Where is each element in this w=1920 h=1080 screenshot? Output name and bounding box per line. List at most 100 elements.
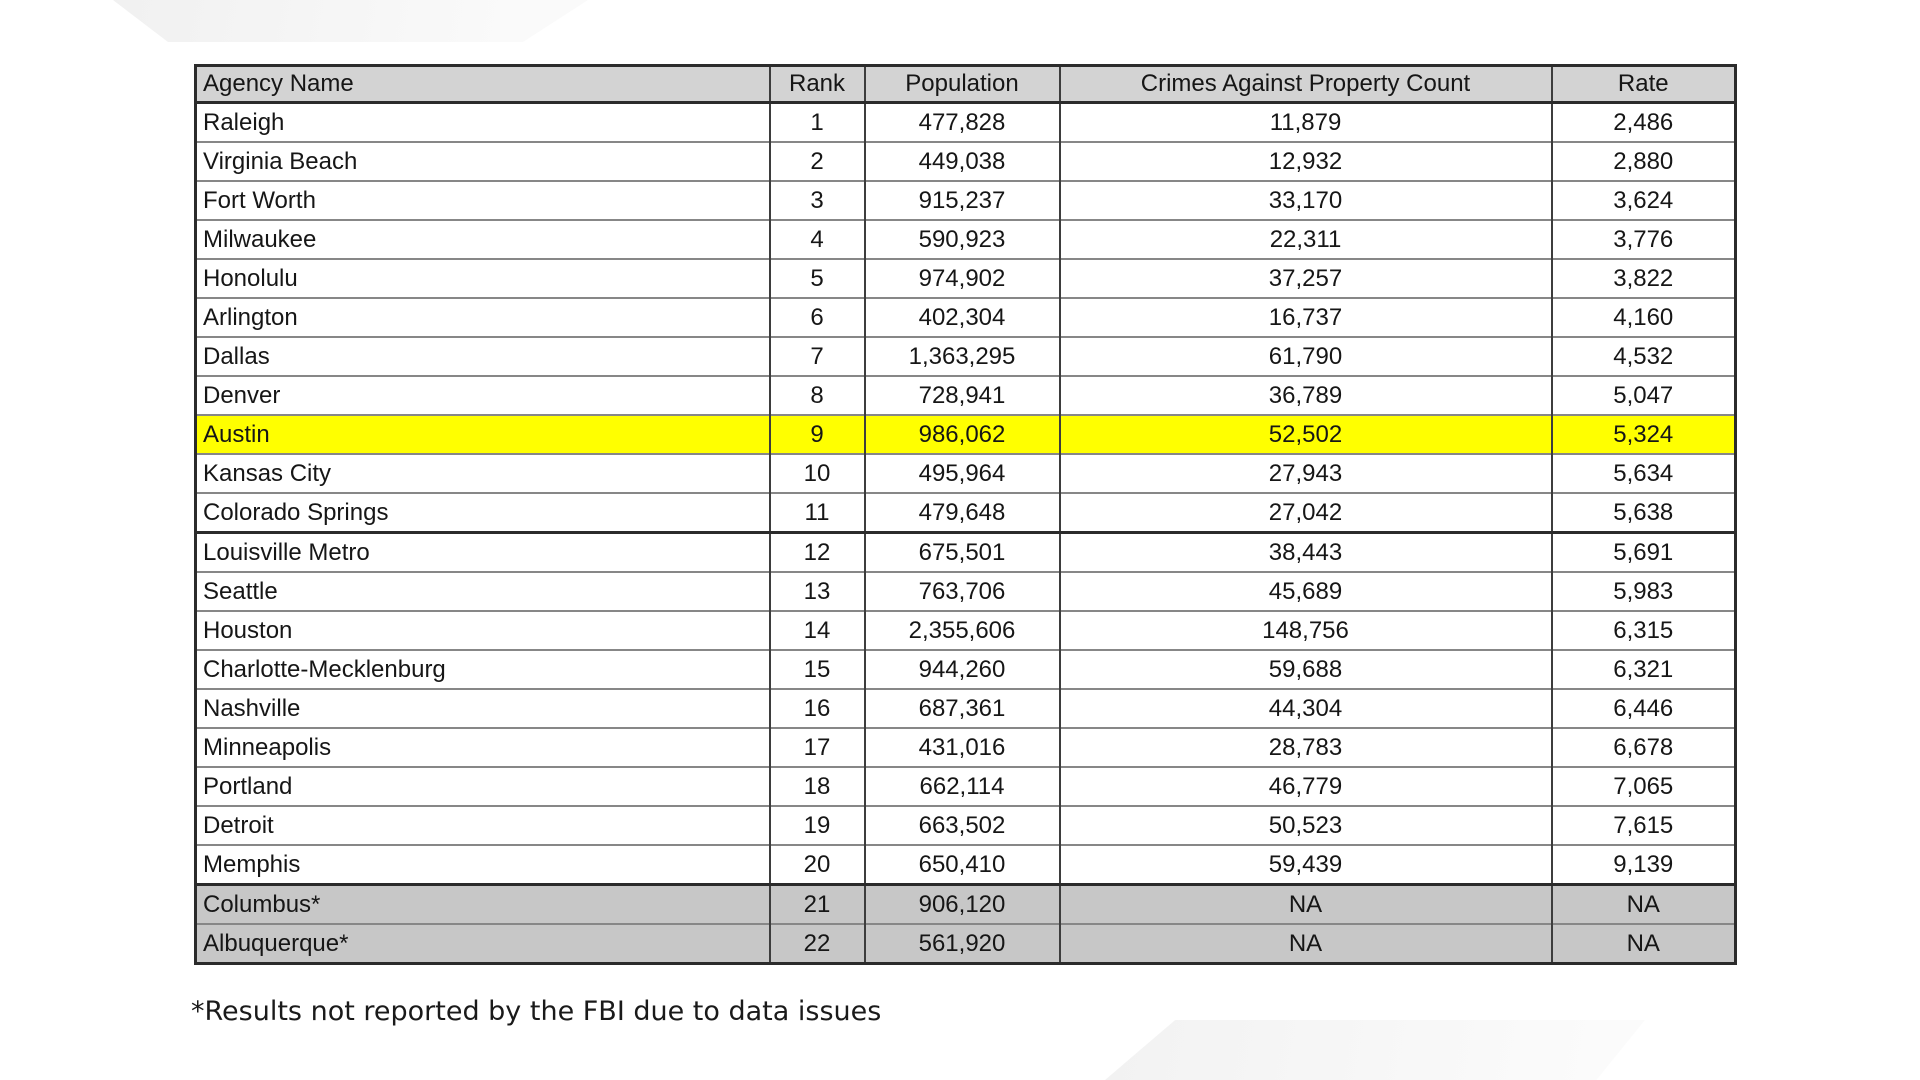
agency-name-cell: Austin	[195, 414, 770, 454]
crimes-count-cell: 11,879	[1058, 102, 1552, 142]
crimes-count-cell: 27,943	[1058, 453, 1552, 493]
table-row: Virginia Beach 2 449,038 12,932 2,880	[195, 141, 1736, 181]
rank-cell: 6	[768, 297, 865, 337]
population-cell: 675,501	[863, 531, 1060, 572]
column-header-population: Population	[863, 65, 1060, 104]
rate-cell: 6,446	[1550, 688, 1736, 728]
population-cell: 1,363,295	[863, 336, 1060, 376]
population-cell: 728,941	[863, 375, 1060, 415]
agency-name-cell: Arlington	[195, 297, 770, 337]
agency-name-cell: Kansas City	[195, 453, 770, 493]
agency-name-cell: Seattle	[195, 571, 770, 611]
table-row: Arlington 6 402,304 16,737 4,160	[195, 297, 1736, 337]
rank-cell: 9	[768, 414, 865, 454]
population-cell: 763,706	[863, 571, 1060, 611]
table-row: Portland 18 662,114 46,779 7,065	[195, 766, 1736, 806]
population-cell: 986,062	[863, 414, 1060, 454]
rank-cell: 5	[768, 258, 865, 298]
table-row: Colorado Springs 11 479,648 27,042 5,638	[195, 492, 1736, 533]
rate-cell: 6,678	[1550, 727, 1736, 767]
rate-cell: 6,321	[1550, 649, 1736, 689]
population-cell: 479,648	[863, 492, 1060, 533]
table-row: Fort Worth 3 915,237 33,170 3,624	[195, 180, 1736, 220]
crimes-count-cell: 50,523	[1058, 805, 1552, 845]
crimes-count-cell: 44,304	[1058, 688, 1552, 728]
table-row: Columbus* 21 906,120 NA NA	[195, 883, 1736, 924]
population-cell: 906,120	[863, 883, 1060, 924]
table-row: Nashville 16 687,361 44,304 6,446	[195, 688, 1736, 728]
rank-cell: 2	[768, 141, 865, 181]
rate-cell: 5,324	[1550, 414, 1736, 454]
table-row: Honolulu 5 974,902 37,257 3,822	[195, 258, 1736, 298]
rate-cell: 3,776	[1550, 219, 1736, 259]
agency-name-cell: Portland	[195, 766, 770, 806]
table-row: Louisville Metro 12 675,501 38,443 5,691	[195, 531, 1736, 572]
rate-cell: NA	[1550, 883, 1736, 924]
footnote: *Results not reported by the FBI due to …	[191, 996, 882, 1027]
rank-cell: 7	[768, 336, 865, 376]
agency-name-cell: Milwaukee	[195, 219, 770, 259]
rate-cell: 9,139	[1550, 844, 1736, 885]
table-row: Albuquerque* 22 561,920 NA NA	[195, 923, 1736, 964]
rank-cell: 19	[768, 805, 865, 845]
table-row: Charlotte-Mecklenburg 15 944,260 59,688 6,32…	[195, 649, 1736, 689]
rank-cell: 10	[768, 453, 865, 493]
crimes-count-cell: 61,790	[1058, 336, 1552, 376]
rate-cell: 6,315	[1550, 610, 1736, 650]
crimes-count-cell: 52,502	[1058, 414, 1552, 454]
agency-name-cell: Detroit	[195, 805, 770, 845]
rate-cell: 4,160	[1550, 297, 1736, 337]
rank-cell: 13	[768, 571, 865, 611]
crimes-count-cell: 59,688	[1058, 649, 1552, 689]
table-row: Austin 9 986,062 52,502 5,324	[195, 414, 1736, 454]
population-cell: 495,964	[863, 453, 1060, 493]
table-row: Raleigh 1 477,828 11,879 2,486	[196, 102, 1736, 142]
rate-cell: 5,638	[1550, 492, 1736, 533]
population-cell: 944,260	[863, 649, 1060, 689]
rate-cell: 2,486	[1550, 102, 1736, 142]
table-row: Memphis 20 650,410 59,439 9,139	[195, 844, 1736, 885]
population-cell: 477,828	[863, 102, 1060, 142]
population-cell: 650,410	[863, 844, 1060, 885]
rank-cell: 4	[768, 219, 865, 259]
agency-name-cell: Dallas	[195, 336, 770, 376]
agency-name-cell: Charlotte-Mecklenburg	[195, 649, 770, 689]
rank-cell: 8	[768, 375, 865, 415]
background-watermark-top	[113, 0, 588, 42]
rank-cell: 18	[768, 766, 865, 806]
table-row: Dallas 7 1,363,295 61,790 4,532	[195, 336, 1736, 376]
crimes-count-cell: 22,311	[1058, 219, 1552, 259]
table-row: Seattle 13 763,706 45,689 5,983	[195, 571, 1736, 611]
population-cell: 590,923	[863, 219, 1060, 259]
agency-name-cell: Virginia Beach	[195, 141, 770, 181]
agency-name-cell: Memphis	[195, 844, 770, 885]
population-cell: 431,016	[863, 727, 1060, 767]
table-row: Milwaukee 4 590,923 22,311 3,776	[195, 219, 1736, 259]
table-row: Detroit 19 663,502 50,523 7,615	[195, 805, 1736, 845]
crimes-count-cell: 45,689	[1058, 571, 1552, 611]
crimes-count-cell: 27,042	[1058, 492, 1552, 533]
population-cell: 662,114	[863, 766, 1060, 806]
crimes-count-cell: 37,257	[1058, 258, 1552, 298]
crimes-count-cell: 16,737	[1058, 297, 1552, 337]
rank-cell: 22	[768, 923, 865, 964]
column-header-rate: Rate	[1550, 65, 1736, 104]
agency-name-cell: Denver	[195, 375, 770, 415]
agency-name-cell: Raleigh	[203, 108, 285, 136]
rank-cell: 12	[768, 531, 865, 572]
agency-name-cell: Nashville	[195, 688, 770, 728]
table-row: Denver 8 728,941 36,789 5,047	[195, 375, 1736, 415]
rate-cell: 3,624	[1550, 180, 1736, 220]
agency-name-cell: Louisville Metro	[195, 531, 770, 572]
table-row: Minneapolis 17 431,016 28,783 6,678	[195, 727, 1736, 767]
rate-cell: 5,983	[1550, 571, 1736, 611]
rate-cell: NA	[1550, 923, 1736, 964]
population-cell: 402,304	[863, 297, 1060, 337]
table-row: Kansas City 10 495,964 27,943 5,634	[195, 453, 1736, 493]
rank-cell: 20	[768, 844, 865, 885]
header-row: Agency Name Rank Population Crimes Again…	[195, 65, 1736, 104]
crimes-count-cell: 46,779	[1058, 766, 1552, 806]
rank-cell: 1	[768, 102, 865, 142]
population-cell: 561,920	[863, 923, 1060, 964]
rank-cell: 14	[768, 610, 865, 650]
